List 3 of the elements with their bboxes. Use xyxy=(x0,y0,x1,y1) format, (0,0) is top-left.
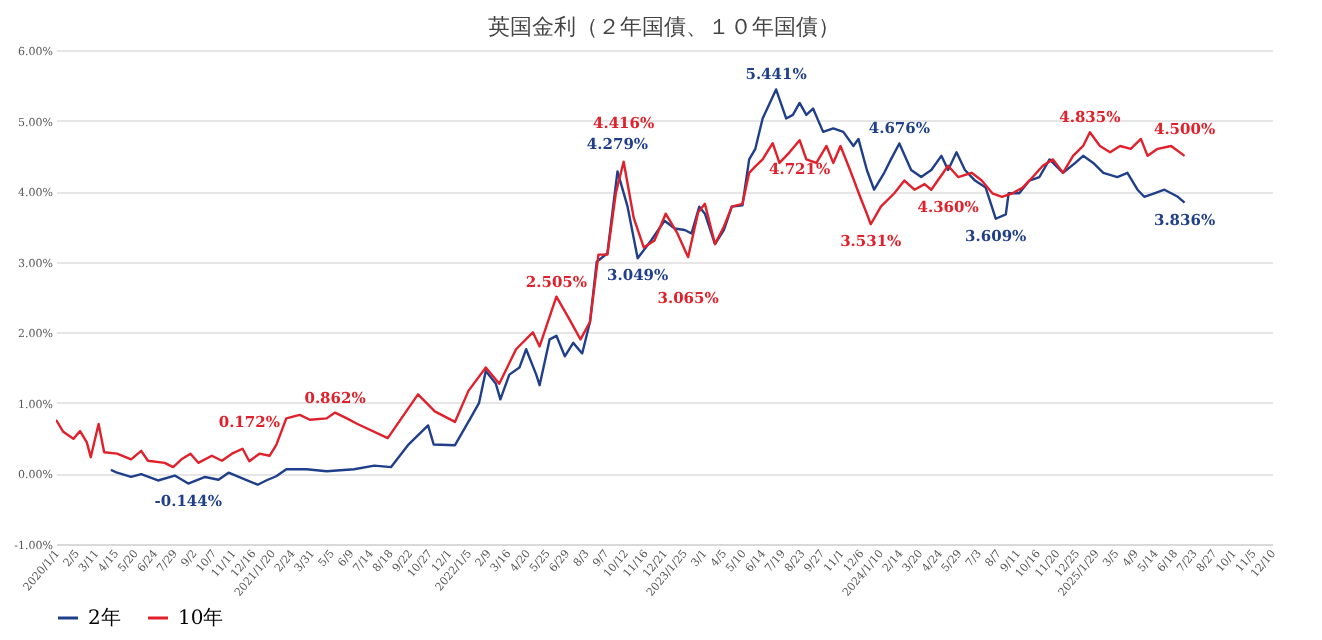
legend-label: 10年 xyxy=(178,606,224,630)
chart-title: 英国金利（２年国債、１０年国債） xyxy=(488,14,840,40)
legend-label: 2年 xyxy=(88,606,121,630)
